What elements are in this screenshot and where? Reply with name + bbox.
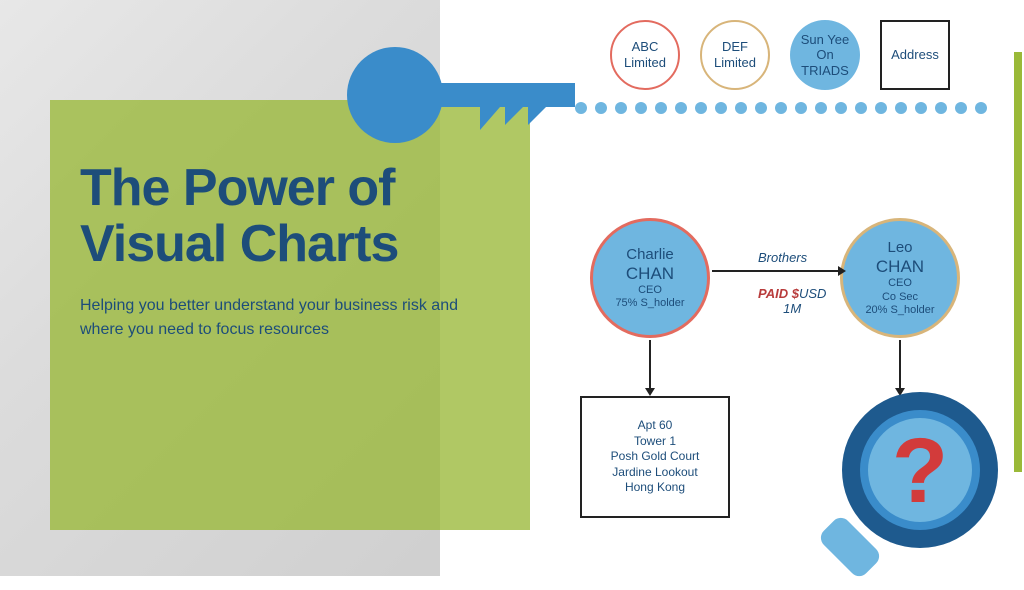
connector-dot [775, 102, 787, 114]
connector-dot [675, 102, 687, 114]
connector-dot [735, 102, 747, 114]
person-stake: 20% S_holder [865, 304, 934, 317]
node-label: DEF [722, 39, 748, 55]
address-line: Jardine Lookout [612, 465, 697, 481]
connector-dot [875, 102, 887, 114]
node-label: TRIADS [801, 63, 849, 79]
magnifier-icon: ? [810, 380, 1020, 590]
person-role2: Co Sec [882, 291, 918, 304]
node-label: On [816, 47, 833, 63]
connector-dot [975, 102, 987, 114]
person-surname: CHAN [626, 264, 674, 284]
page-subtitle: Helping you better understand your busin… [80, 294, 460, 340]
top-node-1: DEFLimited [700, 20, 770, 90]
connector-dot [595, 102, 607, 114]
connector-dot [575, 102, 587, 114]
top-node-0: ABCLimited [610, 20, 680, 90]
side-accent-bar [1014, 52, 1022, 472]
person-node-1: LeoCHANCEOCo Sec20% S_holder [840, 218, 960, 338]
paid-text: PAID $ [758, 286, 799, 301]
connector-dot [855, 102, 867, 114]
node-label: Sun Yee [801, 32, 849, 48]
node-label: ABC [632, 39, 659, 55]
person-name: Leo [887, 239, 912, 257]
connector-dot [955, 102, 967, 114]
person-role: CEO [638, 284, 662, 297]
person-role: CEO [888, 277, 912, 290]
address-line: Posh Gold Court [611, 449, 700, 465]
person-surname: CHAN [876, 257, 924, 277]
connector-dot [695, 102, 707, 114]
title-panel: The Power of Visual Charts Helping you b… [50, 100, 530, 530]
paid-label: PAID $USD 1M [758, 286, 826, 316]
connector-dot [795, 102, 807, 114]
arrow-line [649, 340, 651, 388]
node-label: Limited [624, 55, 666, 71]
connector-dot [755, 102, 767, 114]
top-node-3: Address [880, 20, 950, 90]
person-name: Charlie [626, 246, 674, 264]
top-node-2: Sun YeeOnTRIADS [790, 20, 860, 90]
key-icon [345, 45, 575, 145]
connector-dot [895, 102, 907, 114]
paid-usd: USD [799, 286, 826, 301]
connector-dot [935, 102, 947, 114]
node-label: Limited [714, 55, 756, 71]
connector-dot [835, 102, 847, 114]
arrow-line [712, 270, 838, 272]
address-line: Hong Kong [625, 480, 685, 496]
person-stake: 75% S_holder [615, 297, 684, 310]
address-line: Apt 60 [638, 418, 673, 434]
address-box: Apt 60Tower 1Posh Gold CourtJardine Look… [580, 396, 730, 518]
relation-label: Brothers [758, 250, 807, 265]
node-label: Address [891, 47, 939, 64]
connector-dot [615, 102, 627, 114]
arrow-head [645, 388, 655, 396]
relation-text: Brothers [758, 250, 807, 265]
page-title: The Power of Visual Charts [80, 160, 500, 272]
connector-dot [815, 102, 827, 114]
paid-amount: 1M [783, 301, 801, 316]
connector-dot [915, 102, 927, 114]
person-node-0: CharlieCHANCEO75% S_holder [590, 218, 710, 338]
svg-text:?: ? [892, 420, 948, 522]
address-line: Tower 1 [634, 434, 676, 450]
connector-dot [715, 102, 727, 114]
connector-dot [635, 102, 647, 114]
arrow-head [838, 266, 846, 276]
connector-dot [655, 102, 667, 114]
